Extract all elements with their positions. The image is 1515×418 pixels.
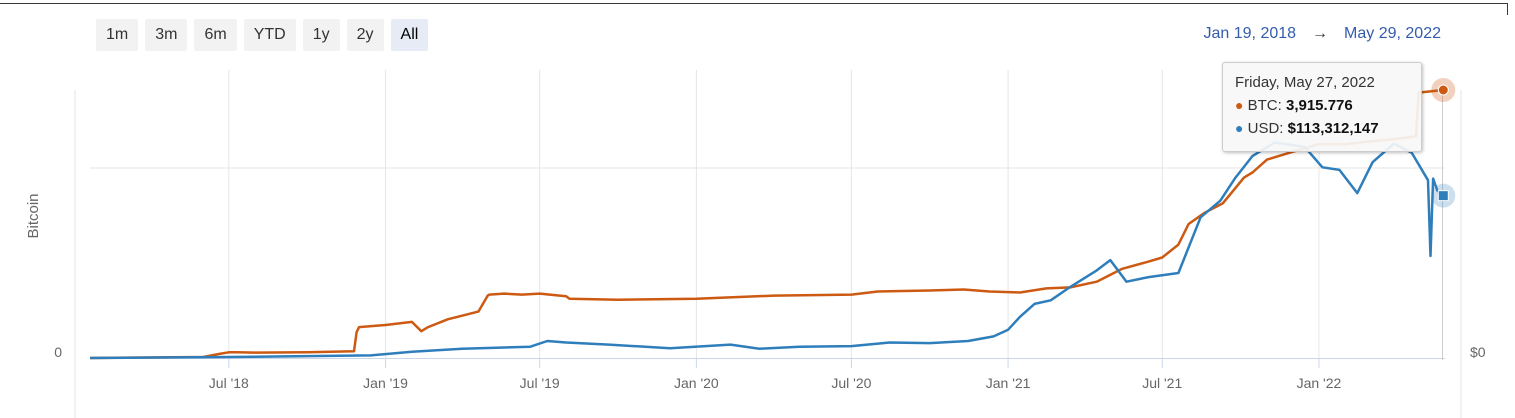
range-button-3m[interactable]: 3m [145, 19, 188, 51]
series-line-usd [89, 141, 1445, 360]
range-button-1m[interactable]: 1m [96, 19, 139, 51]
date-range: Jan 19, 2018 → May 29, 2022 [1204, 25, 1441, 43]
x-tick-label: Jul '19 [520, 375, 560, 391]
btc-hover-point [1437, 84, 1449, 96]
date-range-arrow: → [1312, 25, 1329, 42]
x-tick-label: Jan '19 [363, 375, 408, 391]
x-tick-label: Jan '22 [1297, 375, 1342, 391]
x-tick-label: Jul '21 [1142, 375, 1182, 391]
tooltip-btc-label: BTC: [1247, 97, 1286, 114]
y-left-tick-label: 0 [54, 344, 62, 360]
x-axis-ticks: Jul '18 Jan '19 Jul '19 Jan '20 Jul '20 Jan '… [209, 358, 1342, 391]
y-axis-title: Bitcoin [25, 193, 42, 238]
usd-hover-point [1437, 190, 1449, 202]
range-selector: 1m 3m 6m YTD 1y 2y All [96, 19, 429, 51]
tooltip-usd-label: USD: [1247, 120, 1288, 137]
range-button-6m[interactable]: 6m [194, 19, 237, 51]
tooltip-btc-value: 3,915.776 [1285, 97, 1353, 114]
range-button-1y[interactable]: 1y [302, 19, 340, 51]
tooltip-date: Friday, May 27, 2022 [1235, 74, 1375, 91]
x-tick-label: Jan '21 [986, 375, 1031, 391]
tooltip-usd-value: $113,312,147 [1287, 120, 1379, 137]
x-tick-label: Jul '20 [831, 375, 871, 391]
btc-dot-icon: ● [1235, 97, 1244, 113]
x-tick-label: Jul '18 [209, 375, 249, 391]
usd-dot-icon: ● [1235, 120, 1244, 136]
range-button-ytd[interactable]: YTD [243, 19, 296, 51]
series-lines [89, 88, 1445, 360]
tooltip: Friday, May 27, 2022 ● BTC: 3,915.776 ● … [1222, 62, 1422, 152]
range-button-2y[interactable]: 2y [346, 19, 384, 51]
y-right-tick-label: $0 [1470, 344, 1486, 360]
range-button-all[interactable]: All [390, 19, 429, 51]
grid-lines [228, 70, 1320, 358]
series-line-btc [89, 88, 1444, 360]
x-tick-label: Jan '20 [674, 375, 719, 391]
tooltip-usd-row: ● USD: $113,312,147 [1235, 117, 1409, 140]
date-range-to[interactable]: May 29, 2022 [1344, 25, 1441, 42]
right-border [1507, 3, 1508, 15]
hover-markers [1431, 78, 1456, 208]
date-range-from[interactable]: Jan 19, 2018 [1203, 25, 1297, 42]
tooltip-btc-row: ● BTC: 3,915.776 [1235, 94, 1409, 117]
top-border [0, 3, 1508, 4]
